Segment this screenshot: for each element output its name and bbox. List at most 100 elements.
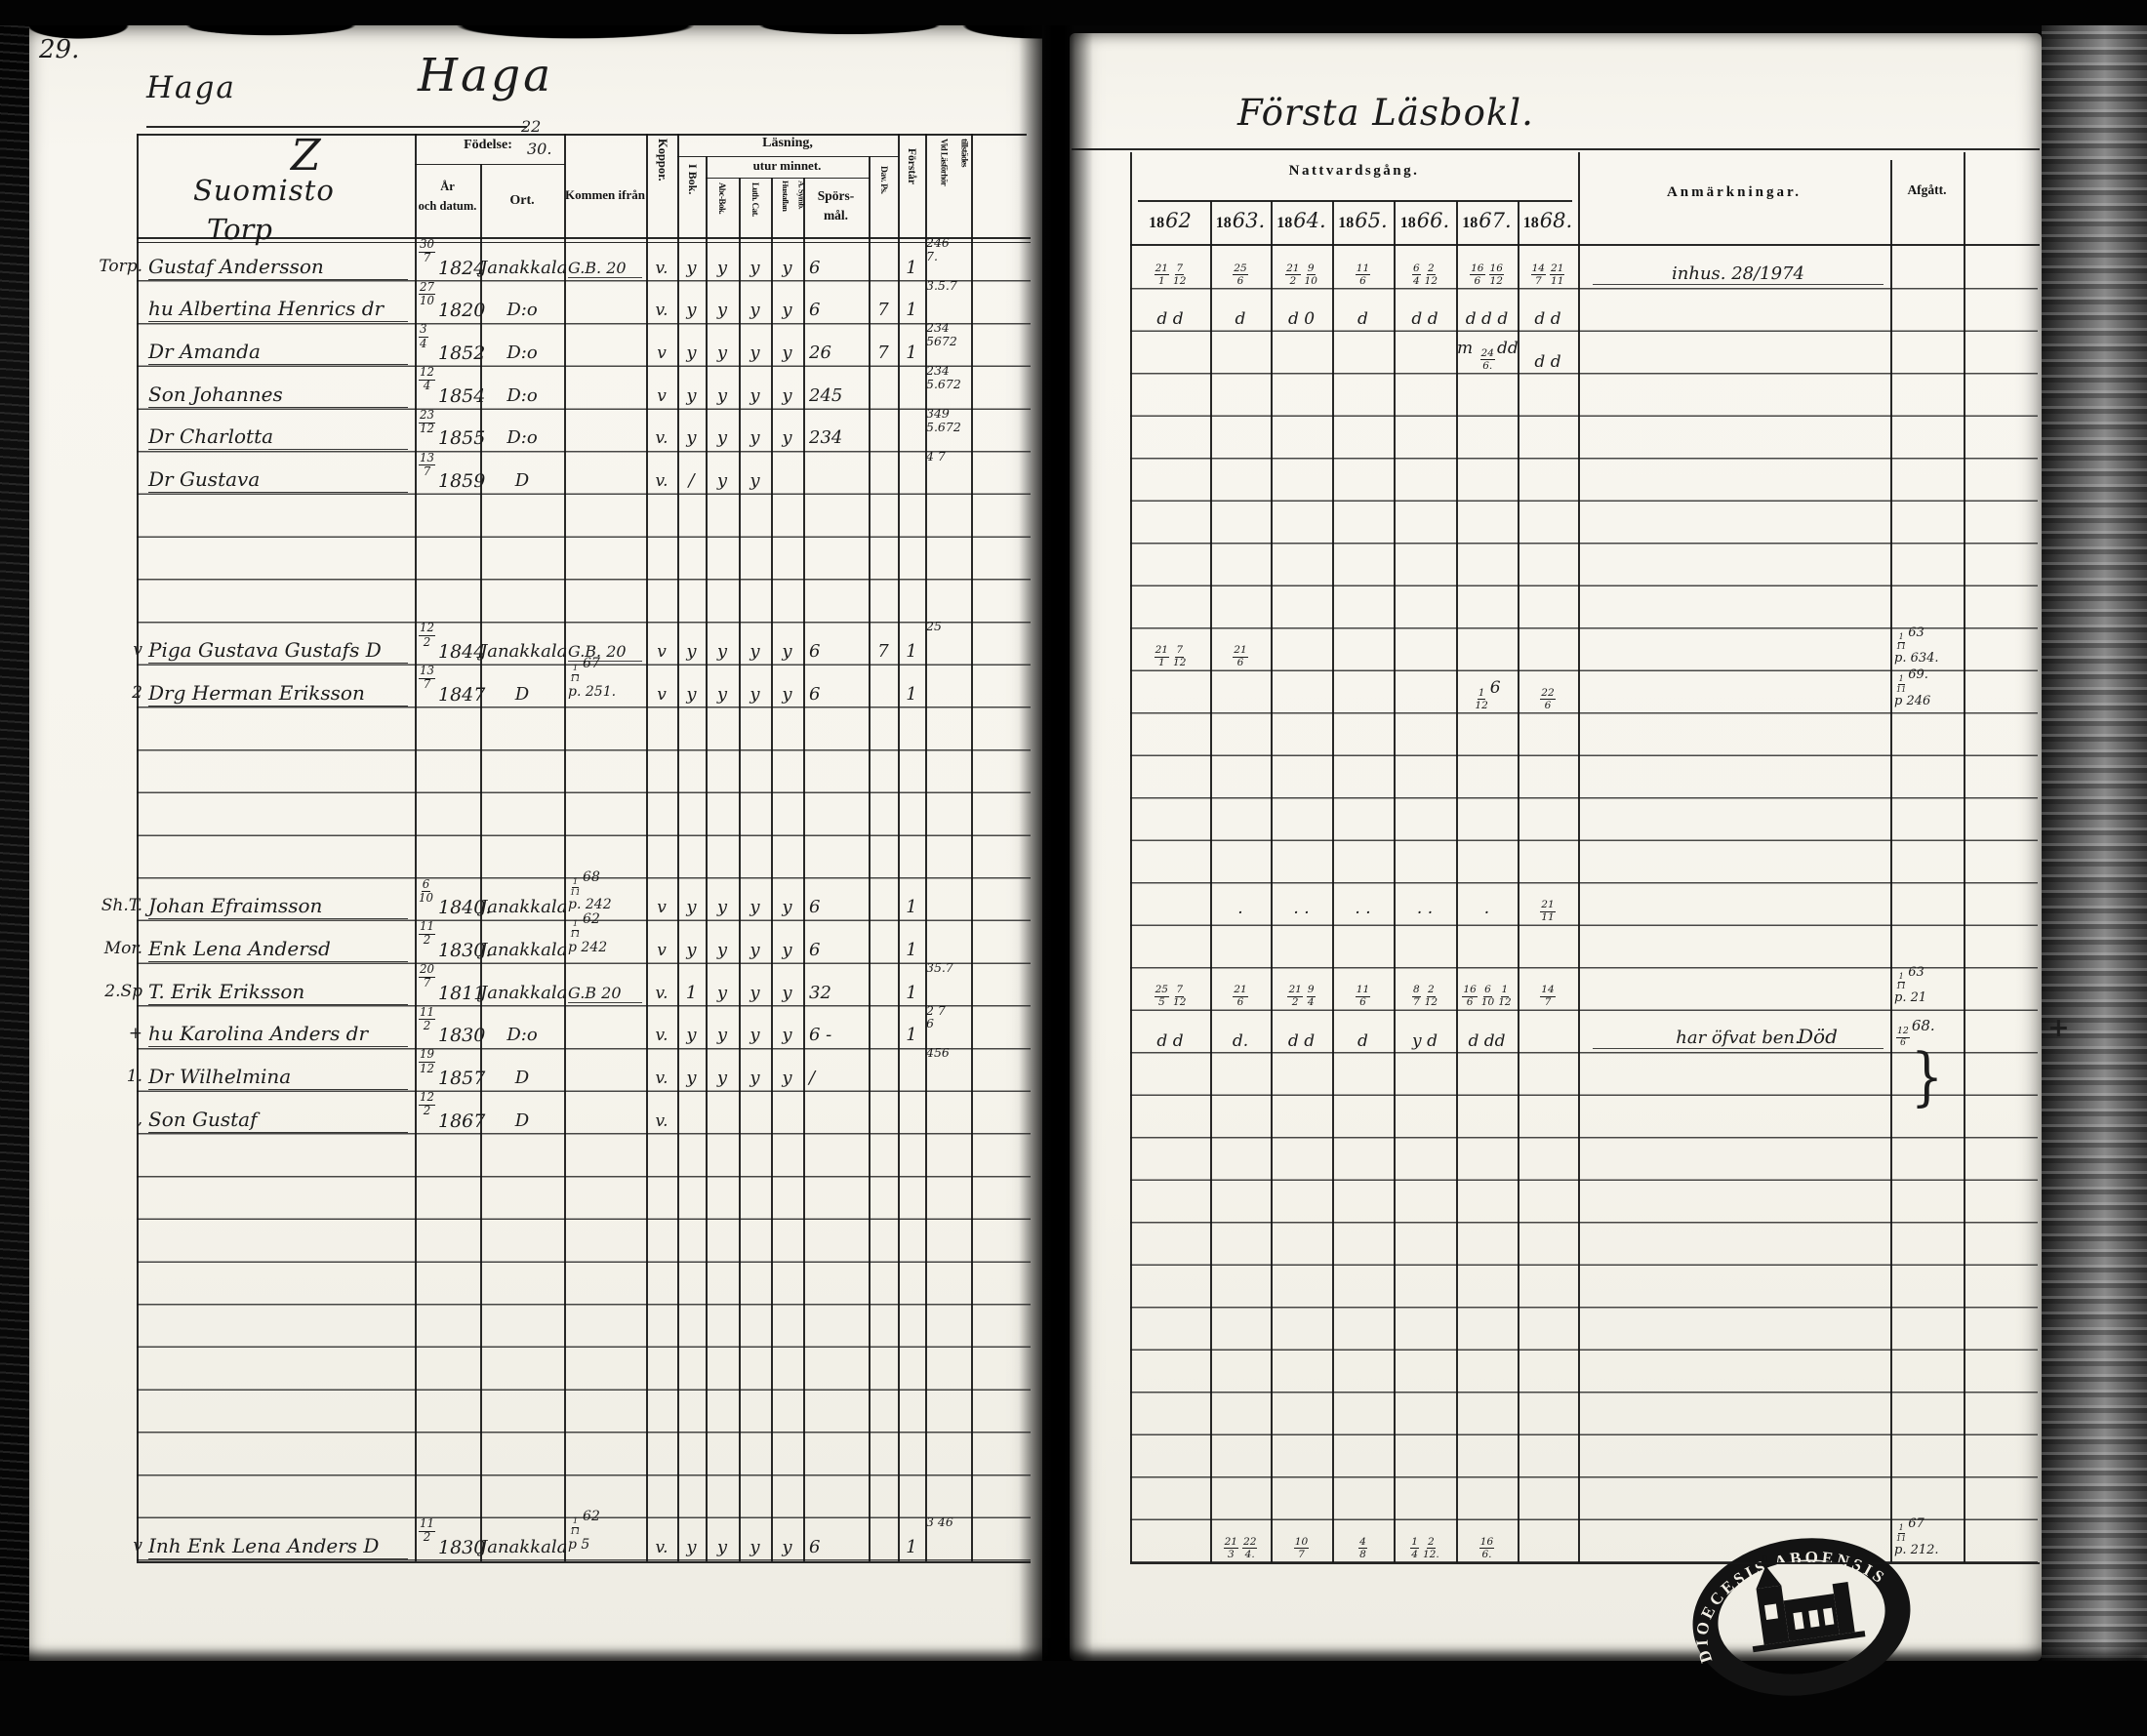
communion-line: 14 7 21 11: [1519, 254, 1577, 287]
mark-luth-cat: y: [749, 343, 760, 364]
communion-line: 21 2 9 4: [1272, 975, 1331, 1008]
hand-token: p.: [1894, 651, 1907, 666]
koppor-mark: v: [657, 940, 667, 960]
koppor-mark: v.: [655, 1110, 668, 1131]
communion-cell: d d d: [1457, 309, 1517, 329]
mark-luth-cat: y: [749, 982, 760, 1003]
grid-hline: [1138, 200, 1572, 202]
ort-cell: Janakkala: [480, 982, 568, 1003]
communion-cell: d d: [1131, 1031, 1209, 1051]
communion-line: d d: [1131, 309, 1209, 329]
kommen-line: 1 11 62: [568, 1509, 600, 1537]
communion-line: d d: [1131, 1031, 1209, 1051]
year-hand: 65.: [1355, 209, 1388, 232]
year-hand: 63.: [1232, 209, 1266, 232]
ort-cell: D:o: [506, 384, 538, 406]
date-fraction: 22 4.: [1242, 1535, 1258, 1560]
hand-token: d: [1172, 1030, 1184, 1051]
scan-edge-left: [0, 0, 29, 1736]
date-fraction: 11 6: [1355, 262, 1371, 287]
col-label-kommen-ifran: Kommen ifrån: [565, 187, 645, 202]
koppor-mark: v.: [655, 258, 668, 278]
margin-mark: 2.Sp: [104, 981, 142, 1001]
afgatt-line: p. 212.: [1894, 1543, 1963, 1558]
communion-line: 21 1 7 12: [1131, 635, 1209, 668]
kommen-cell: 1 11 67 p. 251.: [568, 656, 616, 700]
grid-vline: [1518, 201, 1519, 1562]
grid-vline: [564, 134, 566, 1561]
hand-token: d: [1550, 309, 1561, 329]
ledger-row-left: 2 Drg Herman Eriksson 13 7 1847 D 1 11 67 p. 251…: [0, 656, 1069, 708]
communion-cell: d.: [1211, 1031, 1270, 1051]
communion-cell: · ·: [1272, 904, 1331, 923]
hand-token: p: [568, 940, 577, 956]
afgatt-line: p. 634.: [1894, 651, 1963, 666]
margin-mark: Torp.: [99, 256, 142, 276]
hand-token: 67: [583, 656, 600, 671]
date-fraction: 9 10: [1304, 262, 1317, 287]
mark-i-bok: y: [686, 384, 697, 406]
name-cell: Dr Charlotta: [148, 424, 408, 451]
birth-day-month: 12 2: [417, 612, 437, 648]
communion-line: d d: [1519, 352, 1577, 372]
ledger-row-left: Mor. Enk Lena Andersd 11 2 1830. Janakkala 1 11…: [0, 911, 1069, 964]
communion-line: d: [1333, 309, 1393, 329]
communion-line: d d: [1395, 309, 1455, 329]
koppor-mark: v.: [655, 471, 668, 492]
date-fraction: 1 11: [570, 1516, 582, 1538]
scan-edge-right: [2042, 0, 2147, 1736]
kommen-cell: G.B. 20: [568, 642, 642, 662]
year-hand: 66.: [1416, 209, 1450, 232]
communion-line: 6 4 2 12: [1395, 254, 1455, 287]
year-header-cell: 1866.: [1394, 202, 1456, 239]
mark-luth-cat: y: [749, 1025, 760, 1046]
date-fraction: 21 1: [1154, 262, 1169, 287]
col-label-hustaflan: Hustaflan A. Symb.: [781, 181, 807, 212]
mark-hustaflan: y: [782, 1536, 792, 1557]
date-fraction: 12 2: [419, 1090, 435, 1118]
koppor-mark: v.: [655, 428, 668, 449]
birth-day-month: 6 10: [417, 868, 435, 905]
ort-cell: D:o: [506, 1025, 538, 1046]
mark-dav-ps: 7: [877, 640, 889, 662]
communion-line: 21 3 22 4.: [1211, 1527, 1270, 1560]
vid-lasforhor-mark: 35.7: [926, 959, 953, 975]
communion-line: · ·: [1395, 904, 1455, 923]
hand-token: d: [1550, 351, 1561, 372]
communion-line: 14 7: [1519, 975, 1577, 1008]
name-cell: Son Johannes: [148, 383, 408, 408]
grid-vline: [646, 134, 648, 1561]
mark-forstar: 1: [906, 1536, 917, 1557]
ort-cell: Janakkala: [480, 640, 568, 662]
communion-line: d: [1333, 1031, 1393, 1051]
hand-token: d: [1411, 309, 1423, 329]
ort-cell: D:o: [506, 427, 538, 449]
communion-cell: d d: [1519, 352, 1577, 372]
communion-cell: ·: [1211, 904, 1270, 923]
seal-ring: [1692, 1538, 1911, 1696]
vid-lasforhor-mark: 3.5.7: [926, 277, 957, 293]
grid-hline: [1130, 244, 2040, 247]
year-hand: 68.: [1539, 209, 1573, 232]
communion-line: d d: [1272, 1031, 1331, 1051]
name-cell: hu Albertina Henrics dr: [148, 297, 408, 323]
birth-line: 12 2: [417, 612, 437, 648]
mark-luth-cat: y: [749, 683, 760, 705]
communion-cell: 21 1 7 12: [1131, 635, 1209, 668]
hand-token: 68: [583, 868, 600, 885]
name-cell: Dr Wilhelmina: [148, 1065, 408, 1090]
koppor-mark: v: [657, 385, 667, 406]
communion-line: 1 4 2 12.: [1395, 1527, 1455, 1560]
hand-token: d: [1534, 309, 1546, 329]
margin-mark: v: [133, 1535, 142, 1555]
date-fraction: 10 7: [1293, 1535, 1310, 1560]
hand-token: 62: [583, 1509, 600, 1524]
mark-i-bok: y: [686, 427, 697, 449]
hand-token: 5: [581, 1536, 590, 1553]
date-fraction: 27 10: [419, 279, 435, 307]
margin-mark: ,: [137, 1109, 142, 1129]
vid-lasforhor-mark: 2 7 6: [926, 1002, 946, 1031]
